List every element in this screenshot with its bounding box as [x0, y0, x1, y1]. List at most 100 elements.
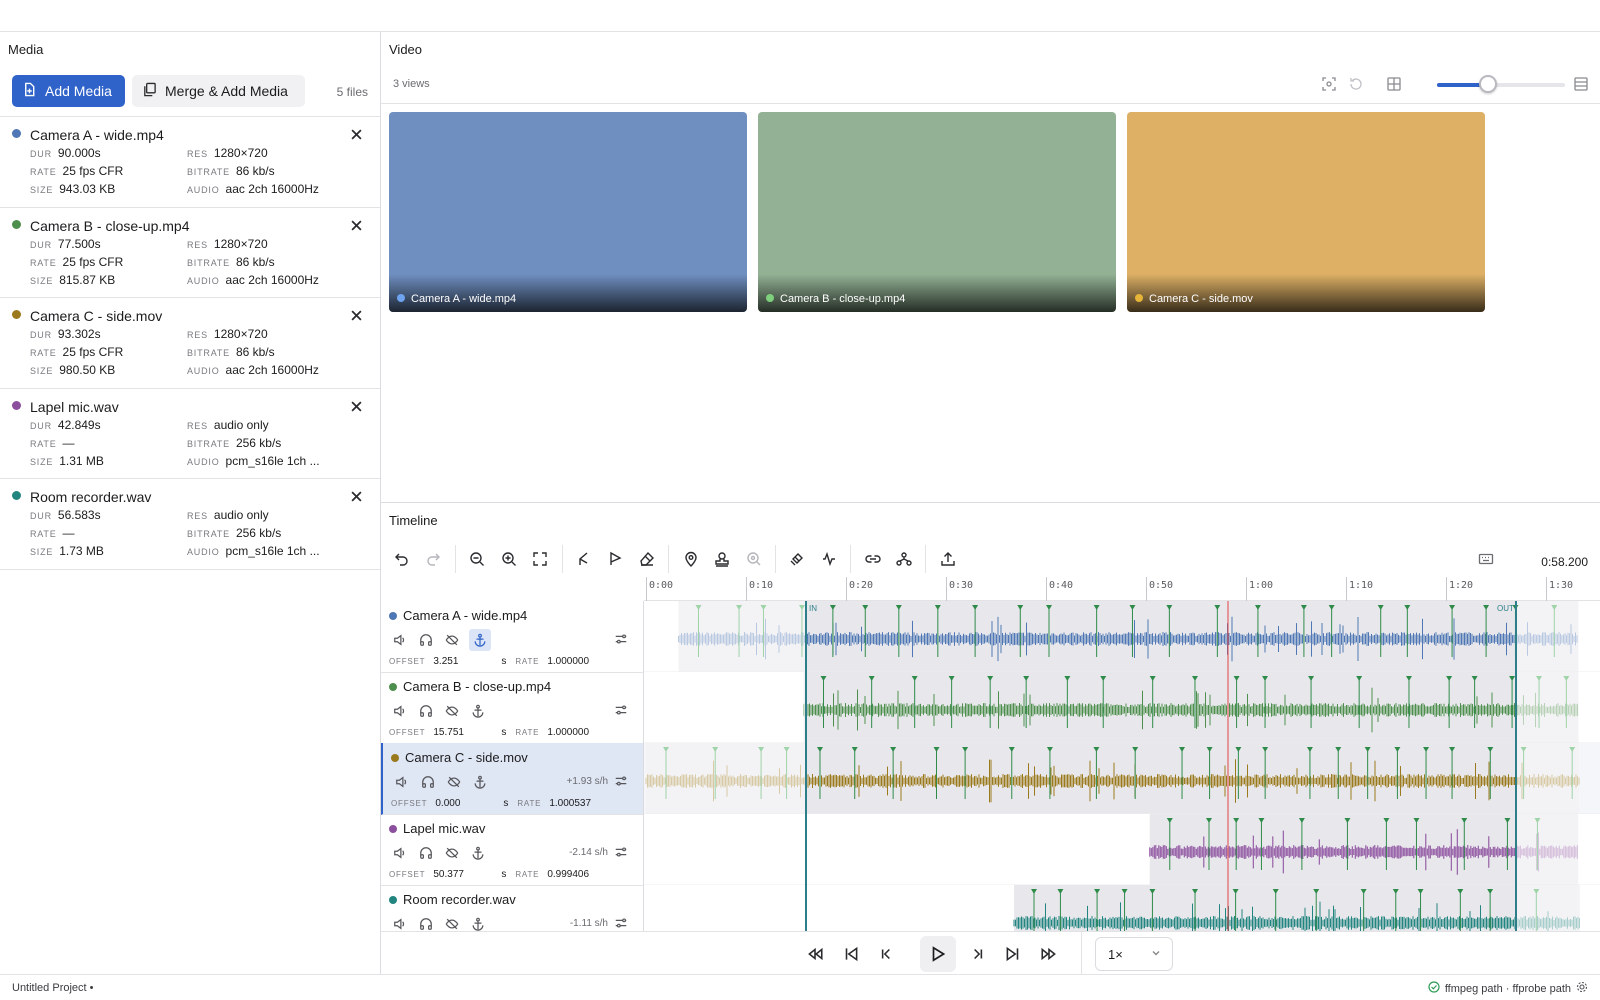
video-view-tile[interactable]: Camera A - wide.mp4 [389, 112, 747, 312]
waveform-canvas[interactable]: IN OUT [644, 601, 1600, 931]
track-header[interactable]: Camera C - side.mov +1.93 s/h OFFSET 0.000 s… [381, 743, 643, 815]
tile-size-slider-handle[interactable] [1479, 75, 1498, 93]
media-item[interactable]: Room recorder.wav DUR 56.583s RATE — SIZE 1.73… [0, 479, 380, 570]
play-button[interactable] [920, 936, 956, 972]
track-controls [391, 702, 487, 720]
track-header[interactable]: Room recorder.wav -1.11 s/h [381, 885, 643, 931]
media-item[interactable]: Camera C - side.mov DUR 93.302s RATE 25 fps … [0, 298, 380, 389]
anchor-icon[interactable] [469, 702, 487, 720]
link-icon[interactable] [861, 547, 885, 571]
sync-marker-head [1313, 889, 1320, 894]
headphones-icon[interactable] [417, 702, 435, 720]
sync-marker-head [758, 747, 765, 752]
anchor-icon[interactable] [469, 629, 491, 651]
reset-icon[interactable] [1348, 76, 1364, 92]
close-icon[interactable] [351, 489, 362, 507]
offset-unit: s [501, 727, 507, 738]
media-item[interactable]: Lapel mic.wav DUR 42.849s RATE — SIZE 1.31 MB R… [0, 389, 380, 479]
eye-off-icon[interactable] [443, 631, 461, 649]
media-color-dot [12, 129, 21, 138]
gear-icon[interactable] [1576, 981, 1588, 996]
waveform-sync-icon[interactable] [817, 547, 841, 571]
media-item[interactable]: Camera A - wide.mp4 DUR 90.000s RATE 25 fps … [0, 117, 380, 208]
sliders-icon[interactable] [614, 845, 630, 861]
sliders-icon[interactable] [614, 774, 630, 790]
sync-marker-head [1262, 747, 1269, 752]
eraser-icon[interactable] [635, 547, 659, 571]
skip-start-icon[interactable] [840, 943, 862, 965]
sliders-icon[interactable] [614, 916, 630, 931]
mark-in-icon[interactable] [572, 547, 596, 571]
sync-marker-head [712, 747, 719, 752]
speaker-icon[interactable] [391, 915, 409, 931]
step-forward-icon[interactable] [967, 943, 989, 965]
redo-icon[interactable] [421, 547, 445, 571]
video-view-tile[interactable]: Camera C - side.mov [1127, 112, 1485, 312]
track-drift: +1.93 s/h [566, 776, 608, 787]
close-icon[interactable] [351, 399, 362, 417]
anchor-icon[interactable] [469, 915, 487, 931]
track-header[interactable]: Camera B - close-up.mp4 OFFSET 15.751 s RATE… [381, 672, 643, 744]
focus-icon[interactable] [1321, 76, 1337, 92]
speaker-icon[interactable] [391, 631, 409, 649]
anchor-icon[interactable] [471, 773, 489, 791]
grid-view-icon[interactable] [1386, 76, 1402, 92]
sync-marker-head [1149, 889, 1156, 894]
close-icon[interactable] [351, 218, 362, 236]
media-item[interactable]: Camera B - close-up.mp4 DUR 77.500s RATE 25 … [0, 208, 380, 298]
sliders-icon[interactable] [614, 632, 630, 648]
marker-icon[interactable] [679, 547, 703, 571]
fit-icon[interactable] [528, 547, 552, 571]
export-icon[interactable] [936, 547, 960, 571]
video-view-tile[interactable]: Camera B - close-up.mp4 [758, 112, 1116, 312]
keyboard-icon[interactable] [1474, 547, 1498, 571]
mark-out-icon[interactable] [603, 547, 627, 571]
list-view-icon[interactable] [1573, 76, 1589, 92]
fast-forward-icon[interactable] [1038, 943, 1060, 965]
media-bitrate-value: 86 kb/s [235, 345, 275, 359]
sync-search-icon[interactable] [742, 547, 766, 571]
zoom-in-icon[interactable] [497, 547, 521, 571]
anchor-icon[interactable] [469, 844, 487, 862]
sliders-icon[interactable] [614, 703, 630, 719]
media-bitrate-key: BITRATE [187, 167, 230, 177]
headphones-icon[interactable] [419, 773, 437, 791]
add-media-button[interactable]: Add Media [12, 75, 125, 107]
media-bitrate-value: 256 kb/s [235, 526, 282, 540]
tile-size-slider[interactable] [1437, 75, 1565, 93]
ruler-label: 1:10 [1349, 580, 1374, 591]
media-bitrate-value: 86 kb/s [235, 164, 275, 178]
headphones-icon[interactable] [417, 631, 435, 649]
group-icon[interactable] [892, 547, 916, 571]
close-icon[interactable] [351, 127, 362, 145]
speaker-icon[interactable] [391, 702, 409, 720]
eye-off-icon[interactable] [443, 915, 461, 931]
stamp-icon[interactable] [710, 547, 734, 571]
skip-end-icon[interactable] [1002, 943, 1024, 965]
close-icon[interactable] [351, 308, 362, 326]
eye-off-icon[interactable] [445, 773, 463, 791]
track-header[interactable]: Lapel mic.wav -2.14 s/h OFFSET 50.377 s RATE 0… [381, 814, 643, 886]
sync-marker-head [1533, 889, 1540, 894]
undo-icon[interactable] [390, 547, 414, 571]
headphones-icon[interactable] [417, 915, 435, 931]
time-ruler[interactable]: 0:00 0:10 0:20 0:30 0:40 0:50 1:00 1:10 1:20 1:30 [644, 577, 1600, 601]
tool-paths[interactable]: ffmpeg path · ffprobe path [1428, 981, 1588, 996]
speaker-icon[interactable] [391, 844, 409, 862]
track-header[interactable]: Camera A - wide.mp4 OFFSET 3.251 s RATE 1.000… [381, 601, 643, 673]
headphones-icon[interactable] [417, 844, 435, 862]
playback-speed-select[interactable]: 1× [1095, 937, 1173, 971]
media-bitrate-key: BITRATE [187, 438, 230, 449]
media-dur-key: DUR [30, 420, 52, 431]
auto-sync-icon[interactable] [785, 547, 809, 571]
speaker-icon[interactable] [393, 773, 411, 791]
eye-off-icon[interactable] [443, 844, 461, 862]
sync-marker-head [1344, 818, 1351, 823]
zoom-out-icon[interactable] [465, 547, 489, 571]
step-back-icon[interactable] [875, 943, 897, 965]
track-lanes[interactable]: IN OUT [644, 601, 1600, 931]
rewind-icon[interactable] [804, 943, 826, 965]
transport-bar: 1× [381, 931, 1600, 975]
eye-off-icon[interactable] [443, 702, 461, 720]
merge-add-media-button[interactable]: Merge & Add Media [132, 75, 305, 107]
